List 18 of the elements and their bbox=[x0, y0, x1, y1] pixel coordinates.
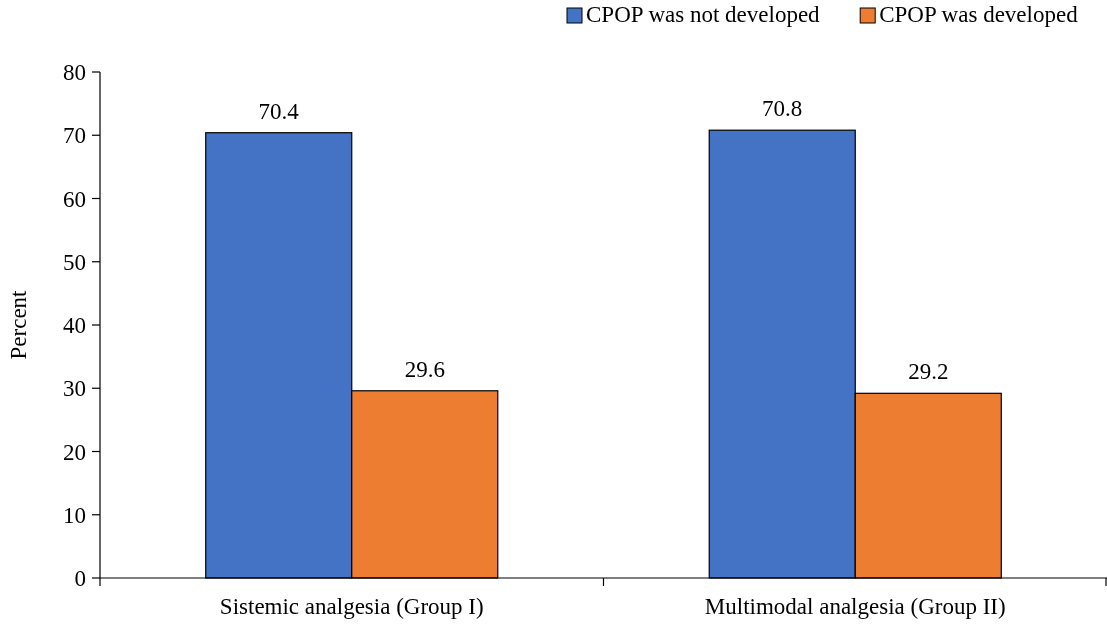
y-tick-label: 60 bbox=[63, 186, 86, 212]
y-tick-label: 20 bbox=[63, 439, 86, 465]
legend-label: CPOP was not developed bbox=[586, 2, 821, 27]
y-tick-label: 50 bbox=[63, 249, 86, 275]
data-label: 70.4 bbox=[258, 98, 300, 124]
y-tick-label: 40 bbox=[63, 313, 86, 339]
data-label: 29.6 bbox=[404, 356, 445, 382]
y-tick-label: 0 bbox=[74, 566, 86, 592]
y-tick-label: 70 bbox=[63, 123, 86, 149]
data-label: 70.8 bbox=[762, 96, 803, 122]
legend-label: CPOP was developed bbox=[879, 2, 1079, 27]
x-tick-label: Sistemic analgesia (Group I) bbox=[219, 594, 484, 619]
y-tick-label: 10 bbox=[63, 502, 86, 528]
y-axis-title: Percent bbox=[6, 289, 31, 360]
y-tick-label: 80 bbox=[63, 60, 86, 86]
x-tick-label: Multimodal analgesia (Group II) bbox=[704, 594, 1006, 619]
y-tick-label: 30 bbox=[63, 376, 86, 402]
data-label: 29.2 bbox=[908, 359, 949, 385]
